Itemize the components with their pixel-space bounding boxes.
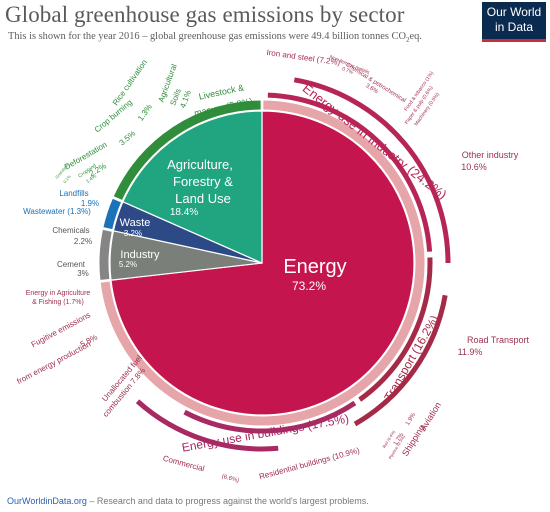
ring-agriculture-subsectors	[113, 100, 261, 200]
label-cement: Cement	[57, 260, 86, 269]
subtitle-text: This is shown for the year 2016 – global…	[8, 31, 406, 42]
subtitle-subscript: 2	[405, 36, 410, 45]
label-other-industry: Other industry	[462, 150, 519, 160]
label-landfills: Landfills	[59, 189, 88, 198]
label-road-transport: Road Transport	[467, 335, 530, 345]
sector-value-agriculture: 18.4%	[170, 207, 198, 218]
sector-value-industry: 5.2%	[119, 260, 137, 269]
label-chemicals: Chemicals	[52, 226, 89, 235]
logo-line-2: in Data	[494, 20, 534, 34]
pie-slice-agriculture-forestry-land-use	[122, 110, 263, 264]
label-wastewater: Wastewater (1.3%)	[23, 207, 91, 216]
footer-link[interactable]: OurWorldinData.org	[7, 496, 87, 506]
value-crop-burning: 3.5%	[118, 129, 138, 148]
sector-label-energy: Energy	[283, 256, 346, 278]
sector-label-waste: Waste	[120, 217, 151, 229]
sector-value-waste: 3.2%	[124, 229, 142, 238]
sector-value-energy: 73.2%	[292, 279, 326, 293]
value-rice: 1.3%	[136, 103, 154, 123]
sector-label-agriculture-1: Agriculture,	[167, 157, 233, 172]
value-grassland: 0.1%	[62, 174, 72, 185]
ring-waste-subsectors	[103, 198, 122, 230]
value-road-transport: 11.9%	[458, 347, 483, 357]
value-aviation: 1.9%	[405, 412, 418, 427]
value-landfills: 1.9%	[81, 199, 99, 208]
arc-road-transport-detail	[353, 294, 448, 427]
arc-energy-use-in-buildings	[183, 400, 357, 434]
value-cement: 3%	[77, 269, 89, 278]
sector-label-agriculture-2: Forestry &	[173, 174, 233, 189]
value-non-ferrous: 0.7%	[341, 66, 354, 76]
value-chemicals: 2.2%	[74, 237, 92, 246]
ring-industry-subsectors	[99, 229, 112, 280]
value-other-industry: 10.6%	[461, 162, 487, 172]
footer-text: – Research and data to progress against …	[86, 496, 369, 506]
label-energy-agri-2: & Fishing (1.7%)	[32, 299, 84, 306]
arc-energy-use-in-industry	[267, 92, 433, 252]
label-chemical: Chemical & petrochemical	[344, 62, 406, 104]
label-rice: Rice cultivation	[111, 58, 149, 107]
value-deforestation: 2.2%	[88, 161, 108, 178]
chart-subtitle: This is shown for the year 2016 – global…	[8, 31, 422, 44]
value-cropland: 1.4%	[85, 173, 98, 185]
logo-line-1: Our World	[486, 5, 542, 19]
sector-label-industry: Industry	[120, 249, 160, 261]
label-commercial: Commercial	[162, 454, 206, 474]
label-energy-agri: Energy in Agriculture	[26, 290, 91, 297]
subtitle-suffix: eq.	[409, 31, 422, 42]
chart-title: Global greenhouse gas emissions by secto…	[5, 2, 405, 27]
value-commercial: (6.6%)	[221, 474, 240, 484]
arc-other-industry-detail	[293, 77, 451, 264]
sector-label-agriculture-3: Land Use	[175, 191, 231, 206]
owid-logo[interactable]: Our World in Data	[482, 2, 546, 42]
arc-buildings-detail	[135, 399, 279, 452]
arc-transport	[358, 257, 433, 402]
footer: OurWorldinData.org – Research and data t…	[7, 496, 369, 506]
ring-energy-subsectors	[100, 100, 425, 426]
label-shipping: Shipping	[400, 423, 427, 458]
